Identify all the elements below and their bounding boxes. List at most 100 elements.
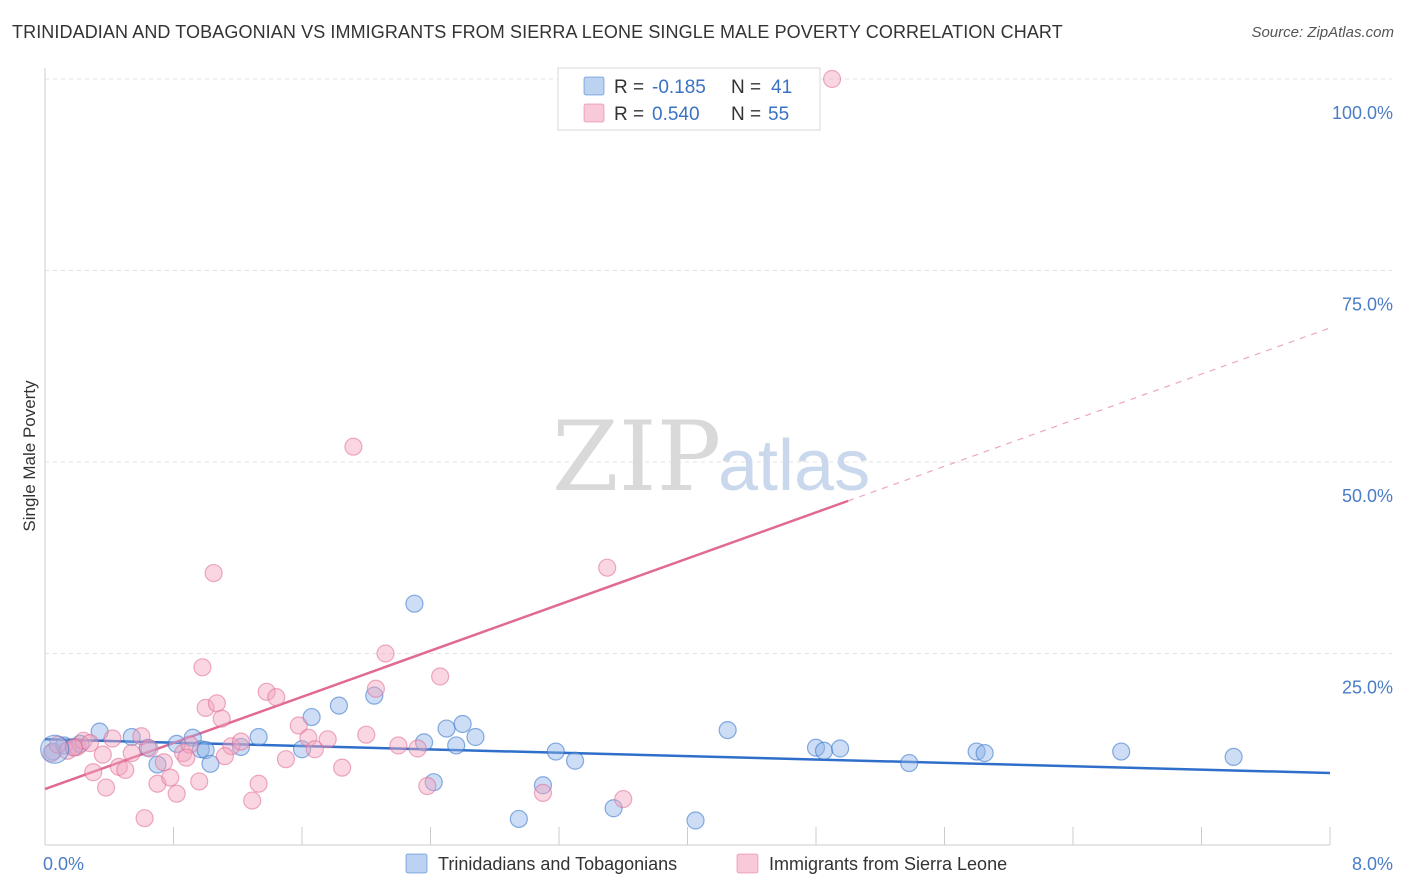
chart-title: TRINIDADIAN AND TOBAGONIAN VS IMMIGRANTS… — [12, 22, 1063, 42]
point-pink-5 — [84, 763, 103, 782]
watermark-atlas: atlas — [718, 426, 870, 506]
point-pink-23 — [196, 698, 215, 717]
y-tick-label-3: 100.0% — [1332, 103, 1393, 123]
source-label: Source: ZipAtlas.com — [1251, 24, 1394, 41]
y-tick-label-2: 75.0% — [1342, 295, 1393, 315]
point-blue-38 — [1224, 747, 1243, 767]
point-blue-15 — [329, 696, 349, 715]
watermark-zip: ZIP — [552, 401, 721, 513]
point-blue-25 — [533, 776, 553, 795]
point-pink-24 — [204, 563, 223, 583]
point-blue-23 — [466, 727, 485, 747]
point-pink-47 — [614, 789, 633, 809]
point-pink-6 — [93, 745, 112, 764]
legend-swatch-pink — [583, 103, 605, 123]
point-pink-52 — [177, 748, 196, 767]
trend-line-pink-extension — [847, 327, 1331, 502]
point-pink-54 — [318, 730, 337, 749]
point-blue-17 — [405, 594, 424, 613]
point-pink-21 — [190, 772, 209, 791]
point-blue-5 — [122, 727, 141, 747]
legend-r-value-blue: -0.185 — [652, 77, 706, 98]
trend-line-pink — [44, 499, 849, 791]
point-pink-16 — [154, 753, 173, 772]
point-blue-34 — [900, 753, 919, 773]
point-blue-22 — [453, 714, 472, 734]
y-tick-labels: 25.0% 50.0% 75.0% 100.0% — [1332, 103, 1393, 698]
point-pink-10 — [116, 760, 135, 780]
point-pink-39 — [357, 725, 376, 744]
grid-lines — [45, 78, 1392, 654]
point-pink-36 — [305, 740, 324, 759]
point-pink-45 — [533, 783, 553, 803]
point-pink-14 — [140, 739, 159, 758]
point-pink-32 — [267, 688, 286, 707]
point-blue-36 — [975, 743, 994, 763]
point-blue-28 — [604, 799, 623, 818]
point-pink-46 — [598, 558, 617, 577]
point-pink-40 — [366, 679, 385, 698]
point-blue-10 — [196, 740, 215, 760]
point-blue-37 — [1112, 742, 1131, 761]
point-pink-27 — [222, 737, 241, 756]
legend-n-label-pink: N = — [731, 104, 761, 125]
y-tick-label-0: 25.0% — [1342, 678, 1393, 698]
legend-swatch-blue — [583, 76, 605, 96]
point-blue-33 — [830, 739, 850, 758]
bottom-legend-swatch-pink — [736, 853, 759, 874]
bottom-legend-swatch-blue — [405, 853, 428, 874]
legend-r-label-pink: R = — [614, 104, 644, 125]
point-pink-48 — [822, 69, 842, 89]
point-pink-37 — [333, 758, 352, 777]
point-blue-11 — [201, 754, 220, 773]
point-blue-30 — [718, 720, 737, 740]
trend-lines — [44, 327, 1331, 791]
point-blue-16 — [365, 686, 384, 705]
point-cluster-origin — [40, 734, 70, 764]
x-tick-label-0: 0.0% — [43, 854, 84, 874]
point-blue-6 — [138, 738, 157, 757]
point-pink-22 — [193, 658, 212, 677]
point-blue-26 — [546, 742, 565, 761]
point-pink-34 — [289, 716, 308, 735]
point-pink-7 — [96, 778, 116, 797]
x-tick-labels: 0.0% 8.0% — [43, 854, 1393, 874]
x-tick-label-1: 8.0% — [1352, 854, 1393, 874]
point-blue-13 — [249, 727, 268, 747]
point-blue-9 — [191, 740, 210, 759]
point-pink-17 — [161, 768, 180, 787]
point-pink-28 — [231, 732, 251, 751]
legend-n-value-blue: 41 — [771, 77, 792, 98]
point-pink-41 — [376, 644, 395, 663]
axes — [44, 68, 1331, 846]
point-pink-33 — [276, 750, 296, 769]
point-blue-40 — [292, 740, 312, 759]
point-blue-29 — [686, 811, 705, 830]
point-pink-42 — [408, 739, 427, 758]
legend-box: R = -0.185 N = 41 R = 0.540 N = 55 — [557, 67, 821, 131]
point-pink-38 — [344, 437, 363, 456]
point-pink-53 — [389, 736, 408, 755]
point-pink-51 — [215, 747, 234, 766]
point-pink-35 — [299, 728, 318, 747]
point-pink-25 — [207, 694, 226, 713]
point-blue-32 — [814, 741, 834, 760]
point-blue-24 — [509, 809, 528, 829]
point-pink-26 — [212, 709, 231, 728]
point-pink-44 — [431, 667, 450, 686]
legend-r-value-pink: 0.540 — [652, 104, 700, 125]
point-pink-31 — [257, 682, 276, 701]
data-points — [40, 69, 1243, 830]
y-axis-label: Single Male Poverty — [20, 380, 39, 532]
point-pink-50 — [80, 734, 100, 753]
legend-n-value-pink: 55 — [768, 104, 789, 125]
point-pink-11 — [122, 743, 141, 763]
bottom-legend-label-pink: Immigrants from Sierra Leone — [769, 854, 1007, 874]
point-blue-7 — [167, 734, 186, 753]
point-blue-14 — [302, 707, 321, 727]
point-blue-20 — [437, 719, 456, 738]
point-blue-21 — [447, 736, 466, 755]
y-tick-label-1: 50.0% — [1342, 486, 1393, 506]
point-pink-18 — [167, 784, 186, 803]
